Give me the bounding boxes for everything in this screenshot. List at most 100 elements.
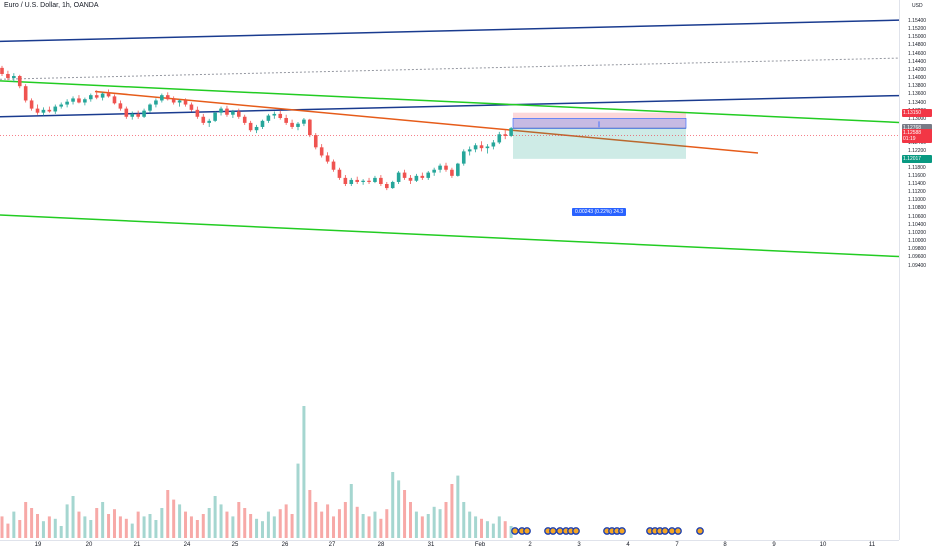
volume-bar — [379, 518, 383, 538]
candle-body — [402, 172, 407, 178]
candle-body — [17, 76, 22, 87]
candle-body — [367, 180, 371, 182]
volume-bar — [89, 520, 93, 538]
volume-bar — [95, 508, 99, 538]
candle-body — [41, 109, 46, 113]
volume-bar — [12, 511, 16, 538]
volume-bar — [266, 511, 270, 538]
target-price-tag: 1.12017 — [902, 154, 932, 163]
volume-bar — [426, 514, 430, 538]
volume-bar — [0, 516, 4, 538]
price-tick-label: 1.13800 — [908, 83, 927, 90]
candle-body — [124, 108, 129, 117]
volume-bar — [219, 504, 223, 538]
volume-bar — [24, 502, 28, 538]
price-tick-label: 1.09800 — [908, 246, 927, 253]
candle-body — [319, 147, 324, 156]
entry-price-tag: 1.12768 — [902, 124, 932, 133]
time-tick-label: 31 — [427, 542, 435, 548]
volume-bar — [36, 514, 40, 538]
trend-line-orange — [94, 90, 759, 154]
candle-body — [136, 113, 140, 117]
chart-canvas[interactable] — [0, 0, 899, 540]
price-tick-label: 1.10000 — [908, 238, 927, 245]
volume-bar — [83, 516, 87, 538]
candle-body — [497, 134, 502, 143]
volume-bar — [231, 516, 235, 538]
candle-body — [106, 93, 111, 97]
volume-bar — [130, 523, 134, 538]
volume-bar — [480, 518, 484, 538]
time-tick-label: Feb — [474, 542, 486, 548]
volume-bar — [385, 509, 389, 538]
candle-body — [231, 111, 235, 115]
volume-bar — [112, 509, 116, 538]
trend-line-green — [0, 80, 899, 124]
candle-body — [165, 95, 170, 100]
last-price-value: 1.12588 — [903, 129, 922, 136]
candle-body — [355, 179, 359, 182]
candle-body — [0, 67, 4, 74]
price-tick-label: 1.15200 — [908, 26, 927, 33]
stop-price-tag: 1.13150 — [902, 108, 932, 117]
drawing-layer[interactable] — [0, 19, 899, 258]
candle-body — [118, 103, 123, 109]
price-tick-label: 1.14000 — [908, 75, 927, 82]
time-scale[interactable]: 19 20 21 24 25 26 27 28 31 Feb 2 3 4 7 8 9 10 11 — [0, 540, 899, 551]
time-tick-label: 7 — [675, 542, 679, 548]
candle-body — [65, 101, 69, 105]
candle-body — [456, 163, 460, 176]
volume-bar — [474, 516, 478, 538]
event-marker-icon — [661, 527, 669, 535]
candle-body — [461, 151, 466, 164]
event-marker-icon — [674, 527, 682, 535]
time-tick-label: 9 — [772, 542, 776, 548]
price-tick-label: 1.13400 — [908, 99, 927, 106]
price-tick-label: 1.13600 — [908, 91, 927, 98]
volume-bar — [207, 508, 211, 538]
candle-body — [177, 100, 182, 103]
volume-bar — [456, 475, 460, 538]
candle-body — [337, 169, 342, 178]
volume-bar — [178, 504, 182, 538]
volume-bar — [255, 518, 259, 538]
candle-body — [254, 126, 259, 131]
candle-body — [509, 128, 513, 136]
price-tick-label: 1.14400 — [908, 58, 927, 65]
event-markers — [511, 527, 704, 535]
price-scale[interactable]: USD 1.15400 1.15200 1.15000 1.14800 1.14600 1… — [899, 0, 932, 540]
position-target-zone — [513, 128, 686, 159]
volume-bar — [373, 511, 377, 538]
volume-bar — [438, 509, 442, 538]
candle-body — [438, 165, 442, 170]
candle-body — [408, 177, 413, 181]
candle-body — [219, 108, 223, 113]
event-marker-icon — [696, 527, 704, 535]
candle-body — [467, 149, 472, 152]
candle-body — [479, 145, 484, 149]
volume-bar — [349, 484, 353, 538]
volume-bar — [491, 523, 495, 538]
time-tick-label: 24 — [183, 542, 191, 548]
volume-bar — [124, 518, 128, 538]
candle-body — [237, 111, 241, 117]
event-marker-icon — [523, 527, 531, 535]
candle-body — [6, 73, 10, 79]
candle-body — [23, 86, 28, 101]
volume-bar — [166, 490, 170, 538]
time-tick-label: 4 — [626, 542, 630, 548]
trend-line-green — [0, 214, 899, 258]
candle-body — [201, 116, 206, 123]
volume-bar — [154, 520, 158, 538]
volume-bar — [314, 502, 318, 538]
candle-body — [349, 179, 354, 184]
volume-bar — [213, 496, 217, 538]
candle-body — [225, 108, 229, 115]
candle-body — [284, 117, 288, 123]
price-tick-label: 1.10600 — [908, 213, 927, 220]
volume-bar — [201, 514, 205, 538]
candle-body — [148, 104, 152, 111]
candlestick-series — [0, 65, 513, 191]
price-tick-label: 1.11800 — [908, 164, 926, 171]
volume-bar — [503, 521, 507, 538]
